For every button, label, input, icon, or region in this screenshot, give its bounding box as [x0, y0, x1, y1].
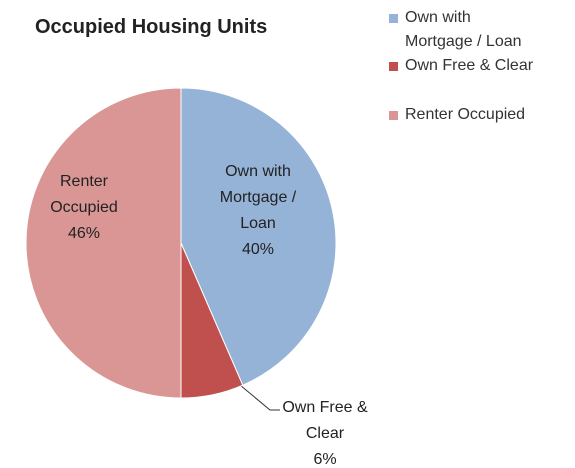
data-label-category: Own with Mortgage / Loan [219, 163, 297, 232]
data-label: Own with Mortgage / Loan 40% [208, 159, 308, 263]
pie-slice [25, 87, 182, 399]
legend-swatch [389, 14, 398, 23]
legend-swatch [389, 62, 398, 71]
legend-swatch [389, 111, 398, 120]
legend-label: Own with Mortgage / Loan [405, 9, 522, 50]
leader-line [239, 384, 280, 411]
data-label-category: Renter Occupied [50, 173, 118, 216]
legend-item: Own with Mortgage / Loan [389, 6, 574, 54]
legend-label: Own Free & Clear [405, 57, 534, 74]
pie-slice [180, 87, 337, 386]
data-label-value: 6% [313, 451, 337, 468]
legend-label: Renter Occupied [405, 106, 526, 123]
data-label-category: Own Free & Clear [282, 399, 368, 442]
chart-title: Occupied Housing Units [35, 16, 268, 38]
data-label: Renter Occupied 46% [44, 169, 124, 247]
data-label-value: 40% [241, 241, 275, 258]
legend-item: Own Free & Clear [389, 54, 574, 102]
data-label-value: 46% [67, 225, 101, 242]
data-label: Own Free & Clear 6% [275, 395, 375, 468]
legend-item: Renter Occupied [389, 103, 574, 151]
